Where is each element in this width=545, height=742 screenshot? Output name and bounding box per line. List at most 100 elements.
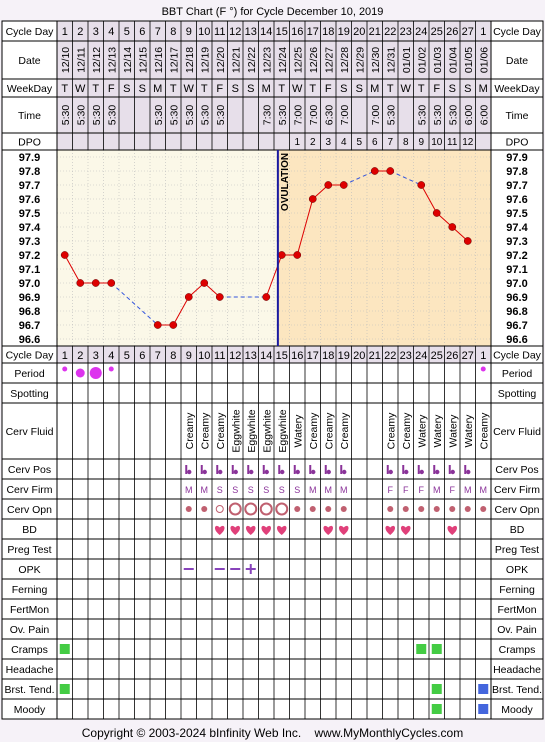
cycle-day-number: 14 bbox=[260, 26, 272, 38]
cerv-pos-bar bbox=[417, 465, 420, 474]
temp-point bbox=[153, 321, 162, 329]
weekday-label: W bbox=[292, 83, 303, 95]
row-label-left: Ov. Pain bbox=[10, 624, 50, 636]
cerv-firm-label: F bbox=[388, 485, 394, 495]
row-label-right: Cerv Opn bbox=[495, 504, 540, 516]
dpo-label: 1 bbox=[294, 137, 300, 148]
time-label: 7:30 bbox=[261, 105, 273, 126]
cerv-fluid-label: Creamy bbox=[184, 412, 196, 450]
date-label: 12/29 bbox=[354, 47, 366, 73]
row-label-right: Cerv Fluid bbox=[493, 426, 541, 438]
cerv-fluid-label: Eggwhite bbox=[277, 409, 289, 452]
cycle-day-number: 23 bbox=[400, 350, 412, 362]
temp-point bbox=[308, 195, 317, 203]
weekday-label: M bbox=[370, 83, 379, 95]
y-tick-label-left: 96.8 bbox=[19, 306, 40, 318]
date-label: 12/20 bbox=[215, 47, 227, 73]
cerv-fluid-label: Creamy bbox=[385, 412, 397, 450]
cycle-day-number: 1 bbox=[480, 350, 486, 362]
row-label-left: Cerv Pos bbox=[8, 464, 51, 476]
row-label-cell bbox=[490, 402, 544, 460]
cerv-fluid-label: Watery bbox=[432, 414, 444, 448]
cerv-pos-bar bbox=[448, 465, 451, 474]
cerv-fluid-label: Eggwhite bbox=[246, 409, 258, 452]
row-label-cell bbox=[490, 40, 544, 80]
cycle-day-number: 21 bbox=[369, 26, 381, 38]
cerv-pos-bar bbox=[200, 465, 203, 474]
row-label-cell bbox=[1, 402, 58, 460]
cerv-opn-small bbox=[215, 505, 224, 513]
time-label: 7:00 bbox=[308, 105, 320, 126]
cerv-pos-dot bbox=[187, 469, 192, 475]
cerv-fluid-label: Creamy bbox=[215, 412, 227, 450]
y-tick-label-left: 97.8 bbox=[19, 166, 40, 178]
cerv-pos-bar bbox=[231, 465, 234, 474]
time-label: 7:00 bbox=[292, 105, 304, 126]
cycle-day-number: 14 bbox=[260, 350, 272, 362]
moody-mark bbox=[431, 704, 442, 714]
date-label: 12/10 bbox=[60, 47, 72, 73]
date-label: 12/18 bbox=[184, 47, 196, 73]
date-label: 12/24 bbox=[277, 47, 289, 73]
y-tick-label-left: 97.9 bbox=[19, 152, 40, 164]
cerv-firm-label: S bbox=[248, 485, 254, 495]
y-tick-label-right: 97.0 bbox=[506, 278, 527, 290]
cycle-day-number: 5 bbox=[124, 26, 130, 38]
cycle-day-number: 1 bbox=[62, 350, 68, 362]
cerv-pos-bar bbox=[309, 465, 312, 474]
y-tick-label-right: 97.7 bbox=[506, 180, 527, 192]
cycle-day-number: 12 bbox=[229, 26, 241, 38]
y-tick-label-right: 97.1 bbox=[506, 264, 527, 276]
row-label-right: OPK bbox=[506, 564, 528, 576]
time-label: 5:30 bbox=[153, 105, 165, 126]
period-dot bbox=[480, 366, 486, 372]
date-label: 12/26 bbox=[308, 47, 320, 73]
cycle-day-number: 4 bbox=[108, 350, 114, 362]
cerv-pos-dot bbox=[233, 469, 238, 475]
temp-point bbox=[324, 181, 333, 189]
chart-frame bbox=[56, 149, 492, 347]
y-axis-left bbox=[1, 149, 58, 347]
time-label: 5:30 bbox=[416, 105, 428, 126]
temp-series-line bbox=[296, 198, 314, 256]
cycle-day-number: 27 bbox=[462, 350, 474, 362]
time-label: 5:30 bbox=[277, 105, 289, 126]
dpo-label: 12 bbox=[462, 137, 474, 148]
weekday-label: S bbox=[449, 83, 456, 95]
cycle-day-number: 2 bbox=[77, 350, 83, 362]
cycle-day-number: 13 bbox=[245, 350, 257, 362]
bd-heart-icon bbox=[261, 525, 272, 535]
row-label-right: Ov. Pain bbox=[497, 624, 537, 636]
time-label: 5:30 bbox=[184, 105, 196, 126]
cycle-day-number: 15 bbox=[276, 26, 288, 38]
bd-heart-icon bbox=[400, 525, 411, 535]
cycle-day-number: 1 bbox=[62, 26, 68, 38]
cerv-opn-dot bbox=[433, 506, 440, 512]
cerv-opn-dot bbox=[185, 506, 192, 512]
cramps-mark bbox=[416, 644, 427, 654]
cycle-day-number: 20 bbox=[353, 26, 365, 38]
weekday-label: S bbox=[232, 83, 239, 95]
cycle-day-number: 17 bbox=[307, 26, 319, 38]
cycle-day-number: 11 bbox=[214, 26, 225, 38]
period-dot bbox=[89, 367, 102, 379]
cerv-opn-large bbox=[244, 502, 258, 516]
row-label-left: Period bbox=[14, 368, 45, 380]
temp-point bbox=[339, 181, 348, 189]
cerv-fluid-label: Watery bbox=[463, 414, 475, 448]
cerv-opn-dot bbox=[325, 506, 332, 512]
cerv-pos-dot bbox=[419, 469, 424, 475]
cycle-day-number: 7 bbox=[155, 350, 161, 362]
bd-heart-icon bbox=[323, 525, 334, 535]
date-label: 12/11 bbox=[75, 47, 87, 73]
y-tick-label-left: 97.2 bbox=[19, 250, 40, 262]
time-label: 6:00 bbox=[463, 105, 475, 126]
cerv-pos-dot bbox=[450, 469, 455, 475]
date-label: 01/04 bbox=[447, 47, 459, 73]
y-tick-label-left: 96.7 bbox=[19, 320, 40, 332]
cerv-firm-label: S bbox=[294, 485, 300, 495]
y-tick-label-left: 97.6 bbox=[19, 194, 40, 206]
cerv-firm-label: S bbox=[263, 485, 269, 495]
row-label-right: Time bbox=[506, 110, 529, 122]
cerv-pos-bar bbox=[340, 465, 343, 474]
